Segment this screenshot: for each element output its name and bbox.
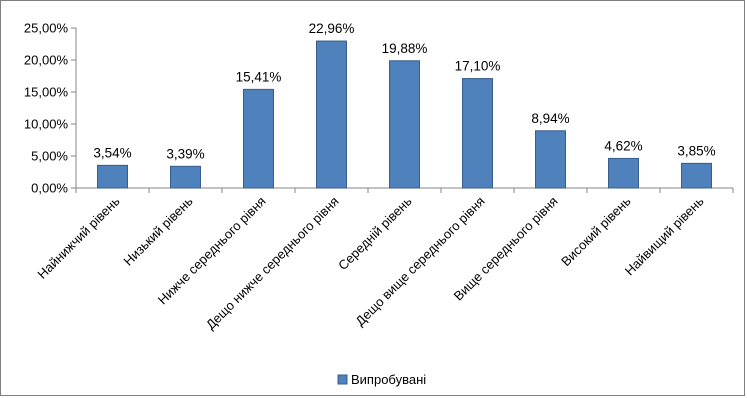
y-tick-label: 5,00%	[31, 149, 68, 164]
bar	[170, 165, 201, 189]
bar	[462, 78, 493, 189]
category-label: Найнижчий рівень	[34, 193, 122, 281]
bar	[389, 60, 420, 189]
data-label: 22,96%	[309, 21, 355, 36]
bar	[681, 162, 712, 189]
data-label: 3,85%	[677, 143, 715, 158]
bar	[608, 157, 639, 189]
category-label: Дещо вище середнього рівня	[352, 194, 487, 329]
bar	[535, 130, 566, 189]
bar	[97, 164, 128, 189]
category-label: Найвищий рівень	[622, 193, 707, 278]
data-label: 19,88%	[382, 41, 428, 56]
data-label: 17,10%	[455, 59, 501, 74]
y-ticks: 0,00% 5,00% 10,00% 15,00% 20,00% 25,00%	[24, 21, 734, 196]
y-tick-label: 0,00%	[31, 181, 68, 196]
data-label: 3,54%	[93, 145, 131, 160]
bars	[97, 40, 712, 189]
data-label: 15,41%	[236, 69, 282, 84]
legend-label: Випробувані	[351, 372, 426, 387]
legend: Випробувані	[337, 372, 426, 387]
data-label: 3,39%	[166, 146, 204, 161]
category-label: Низький рівень	[120, 193, 195, 268]
y-tick-label: 20,00%	[24, 53, 69, 68]
bar	[243, 88, 274, 189]
category-label: Дещо нижче середнього рівня	[203, 194, 342, 333]
data-label: 4,62%	[604, 138, 642, 153]
legend-swatch	[337, 374, 348, 385]
data-label: 8,94%	[531, 111, 569, 126]
category-label: Високий рівень	[558, 193, 634, 269]
y-tick-label: 15,00%	[24, 85, 69, 100]
y-tick-label: 10,00%	[24, 117, 69, 132]
category-label: Середній рівень	[335, 193, 415, 273]
data-labels: 3,54% 3,39% 15,41% 22,96% 19,88% 17,10% 8,94% 4…	[93, 21, 715, 161]
y-tick-label: 25,00%	[24, 21, 69, 36]
bar	[316, 40, 347, 189]
